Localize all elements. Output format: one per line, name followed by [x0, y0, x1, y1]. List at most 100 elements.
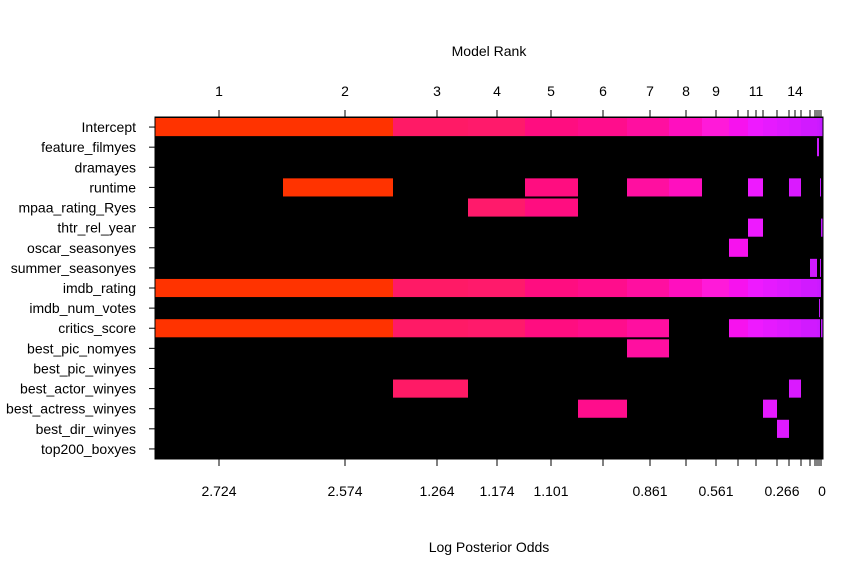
bottom-axis-label: 2.724	[201, 483, 236, 499]
heatmap-cell-17-critics_score	[817, 319, 819, 338]
row-label-imdb_rating: imdb_rating	[63, 280, 136, 296]
heatmap-cell-6-Intercept	[578, 118, 627, 137]
heatmap-cell-9-imdb_rating	[702, 278, 729, 298]
heatmap-cell-16-imdb_rating	[810, 278, 817, 298]
heatmap-cell-20-Intercept	[821, 118, 823, 137]
row-label-best_actor_winyes: best_actor_winyes	[20, 381, 136, 397]
top-axis-label: 5	[547, 83, 555, 99]
heatmap-cell-19-imdb_rating	[820, 278, 821, 298]
heatmap-cell-1-Intercept	[155, 118, 283, 137]
heatmap-cell-5-imdb_rating	[525, 278, 578, 298]
heatmap-cell-7-best_pic_nomyes	[627, 339, 669, 358]
heatmap-cell-8-runtime	[669, 178, 702, 197]
heatmap-cell-4-critics_score	[468, 319, 525, 338]
row-label-summer_seasonyes: summer_seasonyes	[11, 260, 136, 276]
heatmap-cell-11-thtr_rel_year	[748, 218, 763, 237]
row-label-feature_filmyes: feature_filmyes	[41, 139, 136, 155]
heatmap-cell-2-imdb_rating	[283, 278, 393, 298]
heatmap-cell-10-imdb_rating	[729, 278, 748, 298]
heatmap-cell-13-imdb_rating	[777, 278, 789, 298]
top-axis-label: 1	[215, 83, 223, 99]
heatmap-cell-17-feature_filmyes	[817, 138, 819, 157]
bottom-axis-label: 0.266	[764, 483, 799, 499]
top-axis-label: 3	[433, 83, 441, 99]
heatmap-cell-9-Intercept	[702, 118, 729, 137]
heatmap-cell-14-imdb_rating	[789, 278, 801, 298]
row-label-best_actress_winyes: best_actress_winyes	[6, 401, 136, 417]
heatmap-cell-20-thtr_rel_year	[821, 218, 823, 237]
heatmap-cell-3-best_actor_winyes	[393, 379, 468, 398]
heatmap-cell-17-imdb_rating	[817, 278, 819, 298]
bottom-axis: 2.724 2.574 1.264 1.174 1.101 0.861 0.561 0.266…	[201, 459, 826, 499]
row-label-imdb_num_votes: imdb_num_votes	[29, 300, 136, 316]
heatmap-cell-7-imdb_rating	[627, 278, 669, 298]
row-label-Intercept: Intercept	[82, 119, 137, 135]
heatmap-cell-10-critics_score	[729, 319, 748, 338]
heatmap-cell-7-critics_score	[627, 319, 669, 338]
heatmap-cell-16-critics_score	[810, 319, 817, 338]
heatmap-cell-15-Intercept	[801, 118, 810, 137]
heatmap-cell-18-critics_score	[819, 319, 820, 338]
heatmap-cell-12-imdb_rating	[763, 278, 777, 298]
row-label-mpaa_rating_Ryes: mpaa_rating_Ryes	[18, 200, 136, 216]
bottom-axis-label: 2.574	[327, 483, 362, 499]
bottom-axis-label: 1.174	[479, 483, 514, 499]
top-axis-label: 6	[599, 83, 607, 99]
heatmap-cell-3-imdb_rating	[393, 278, 468, 298]
heatmap-cell-16-summer_seasonyes	[810, 258, 817, 277]
heatmap-cell-3-Intercept	[393, 118, 468, 137]
heatmap-cell-5-runtime	[525, 178, 578, 197]
top-axis: 1 2 3 4 5 6 7 8 9 11 14	[215, 83, 822, 117]
heatmap-cell-16-Intercept	[810, 118, 817, 137]
heatmap-cell-7-runtime	[627, 178, 669, 197]
heatmap-cell-8-Intercept	[669, 118, 702, 137]
heatmap-cell-1-critics_score	[155, 319, 283, 338]
heatmap-cell-12-critics_score	[763, 319, 777, 338]
heatmap-cell-19-runtime	[820, 178, 821, 197]
heatmap-cell-12-best_actress_winyes	[763, 399, 777, 418]
top-axis-label: 4	[493, 83, 501, 99]
heatmap-cell-5-mpaa_rating_Ryes	[525, 198, 578, 217]
heatmap-cell-11-Intercept	[748, 118, 763, 137]
heatmap-cell-19-summer_seasonyes	[820, 258, 821, 277]
heatmap-cell-5-critics_score	[525, 319, 578, 338]
heatmap-cell-14-best_actor_winyes	[789, 379, 801, 398]
top-axis-label: 9	[712, 83, 720, 99]
heatmap-cell-13-critics_score	[777, 319, 789, 338]
heatmap-cell-6-imdb_rating	[578, 278, 627, 298]
heatmap-cell-14-runtime	[789, 178, 801, 197]
row-labels: Intercept feature_filmyes dramayes runtime m…	[6, 119, 155, 457]
heatmap-cell-18-imdb_rating	[819, 278, 820, 298]
heatmap-cell-13-best_dir_winyes	[777, 419, 789, 438]
bottom-axis-label: 1.101	[533, 483, 568, 499]
bottom-axis-label: 0.561	[698, 483, 733, 499]
x-axis-label: Log Posterior Odds	[429, 539, 550, 555]
top-axis-label: 14	[787, 83, 803, 99]
heatmap-cell-10-Intercept	[729, 118, 748, 137]
heatmap-cell-17-Intercept	[817, 118, 819, 137]
plot-area	[154, 116, 824, 460]
heatmap-cell-7-Intercept	[627, 118, 669, 137]
heatmap-cell-6-best_actress_winyes	[578, 399, 627, 418]
heatmap-cell-14-critics_score	[789, 319, 801, 338]
heatmap-cell-4-imdb_rating	[468, 278, 525, 298]
heatmap-cell-13-Intercept	[777, 118, 789, 137]
heatmap-cell-2-critics_score	[283, 319, 393, 338]
row-label-top200_boxyes: top200_boxyes	[41, 441, 136, 457]
heatmap-cell-18-imdb_num_votes	[819, 299, 820, 318]
bottom-axis-label: 0.861	[632, 483, 667, 499]
heatmap-cell-8-imdb_rating	[669, 278, 702, 298]
heatmap-cell-19-Intercept	[820, 118, 821, 137]
row-label-best_pic_winyes: best_pic_winyes	[33, 360, 136, 376]
top-axis-label: 11	[749, 83, 764, 99]
heatmap-cell-11-imdb_rating	[748, 278, 763, 298]
heatmap-cell-12-Intercept	[763, 118, 777, 137]
heatmap-cell-4-Intercept	[468, 118, 525, 137]
heatmap-cell-14-Intercept	[789, 118, 801, 137]
heatmap-cell-10-oscar_seasonyes	[729, 238, 748, 257]
bottom-axis-label: 0	[818, 483, 826, 499]
top-axis-label: 8	[682, 83, 690, 99]
row-label-best_dir_winyes: best_dir_winyes	[36, 421, 136, 437]
row-label-oscar_seasonyes: oscar_seasonyes	[27, 240, 136, 256]
